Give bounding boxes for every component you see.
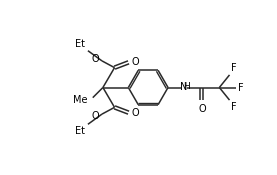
Text: O: O [91,54,99,64]
Text: N: N [180,82,187,92]
Text: H: H [184,82,190,91]
Text: O: O [198,104,206,114]
Text: Et: Et [75,39,85,49]
Text: F: F [231,63,237,73]
Text: F: F [231,102,237,112]
Text: O: O [132,57,140,67]
Text: O: O [132,108,140,118]
Text: Me: Me [73,95,88,105]
Text: F: F [238,82,244,93]
Text: O: O [91,111,99,121]
Text: Et: Et [75,126,85,136]
